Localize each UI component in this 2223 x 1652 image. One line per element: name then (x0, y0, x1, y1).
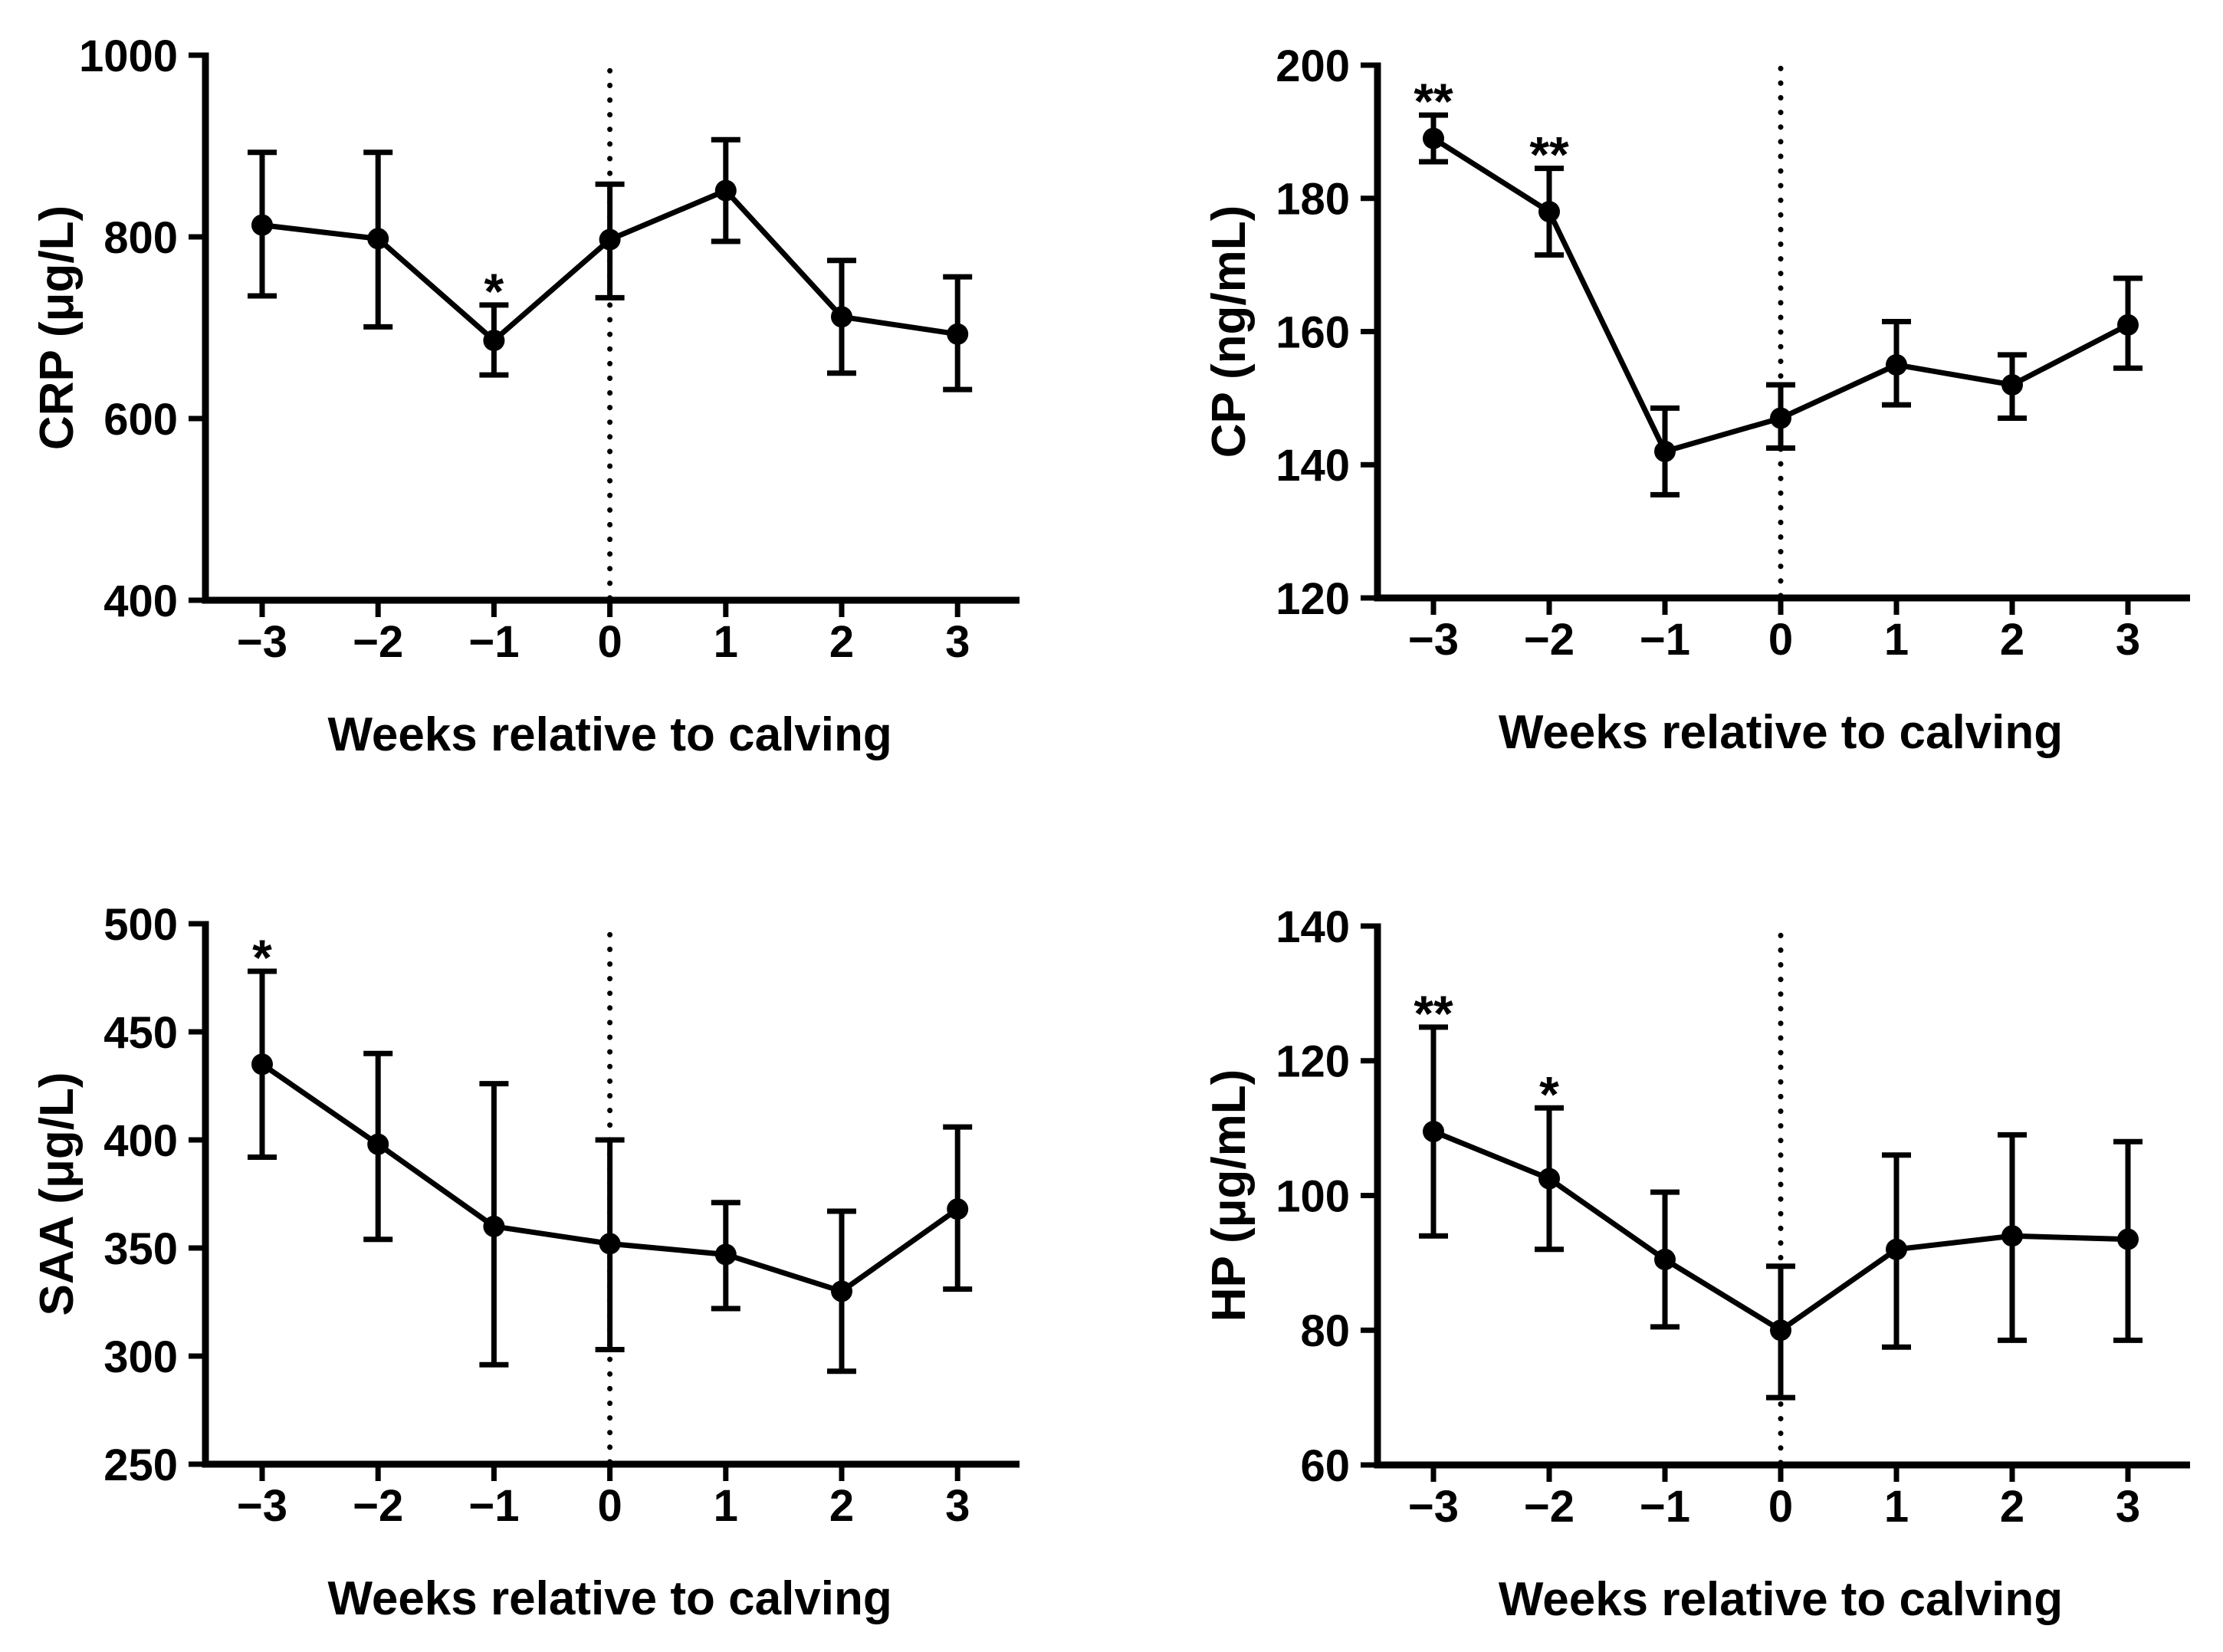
y-axis-label: CP (ng/mL) (1203, 205, 1256, 458)
x-tick-label: 2 (829, 617, 854, 667)
y-tick-label: 400 (103, 1116, 178, 1166)
data-point (1654, 440, 1676, 462)
y-axis-label: CRP (μg/L) (31, 205, 84, 450)
y-tick-label: 200 (1276, 41, 1350, 91)
y-tick-label: 1000 (79, 31, 178, 81)
x-axis-label: Weeks relative to calving (327, 1572, 891, 1625)
saa-chart: 250 300 350 400 450 500 SAA (μg/L) −3 −2 −1 0 1 2 3 We… (31, 900, 1020, 1625)
data-point (251, 214, 273, 236)
data-point (1423, 127, 1444, 149)
data-point (947, 323, 969, 345)
x-tick-label: 0 (1768, 615, 1793, 665)
y-tick-label: 600 (103, 395, 178, 445)
y-axis-label: SAA (μg/L) (31, 1072, 84, 1315)
data-point (2117, 1228, 2139, 1250)
x-tick-label: 2 (829, 1481, 854, 1531)
hp-chart: 60 80 100 120 140 HP (μg/mL) −3 −2 −1 0 1 2 3 Weeks r… (1203, 902, 2190, 1626)
y-tick-label: 400 (103, 576, 178, 626)
cp-chart: 120 140 160 180 200 CP (ng/mL) −3 −2 −1 0 1 2 3 Weeks… (1203, 41, 2190, 759)
data-point (251, 1053, 273, 1076)
x-tick-label: −1 (1640, 615, 1690, 665)
x-tick-label: 3 (2116, 615, 2140, 665)
significance-marker: ** (1414, 73, 1453, 130)
x-tick-label: −2 (353, 1481, 403, 1531)
data-point (599, 228, 621, 251)
data-point (483, 330, 505, 352)
y-tick-label: 140 (1276, 441, 1350, 491)
data-point (1423, 1121, 1444, 1143)
data-point (947, 1198, 969, 1220)
y-tick-label: 80 (1300, 1306, 1350, 1356)
y-tick-label: 350 (103, 1224, 178, 1274)
x-tick-label: 0 (597, 1481, 622, 1531)
data-point (1886, 353, 1907, 376)
data-point (1770, 1319, 1791, 1342)
x-tick-label: −3 (237, 617, 287, 667)
x-axis-label: Weeks relative to calving (1499, 1573, 2063, 1626)
x-tick-label: 1 (1884, 615, 1909, 665)
significance-marker: * (484, 263, 504, 320)
x-tick-label: 3 (945, 617, 970, 667)
x-tick-label: −3 (1408, 1482, 1459, 1532)
y-tick-label: 500 (103, 900, 178, 950)
y-tick-label: 60 (1300, 1441, 1350, 1491)
data-point (367, 1133, 389, 1155)
x-tick-label: −2 (1524, 615, 1574, 665)
data-point (2001, 1225, 2023, 1247)
data-point (2117, 314, 2139, 336)
y-tick-label: 160 (1276, 307, 1350, 357)
data-point (367, 228, 389, 250)
crp-chart: 400 600 800 1000 CRP (μg/L) −3 −2 −1 0 1 2 3 Weeks r… (31, 31, 1020, 761)
x-tick-label: 3 (945, 1481, 970, 1531)
significance-marker: * (1539, 1066, 1559, 1122)
x-tick-label: 3 (2116, 1482, 2140, 1532)
y-axis-label: HP (μg/mL) (1203, 1069, 1256, 1322)
significance-marker: ** (1414, 985, 1453, 1042)
y-tick-label: 140 (1276, 902, 1350, 952)
y-tick-label: 180 (1276, 175, 1350, 225)
data-point (1538, 1168, 1560, 1190)
y-tick-label: 250 (103, 1440, 178, 1490)
data-point (1770, 407, 1791, 429)
x-tick-label: −2 (353, 617, 403, 667)
x-tick-label: −1 (468, 1481, 519, 1531)
x-tick-label: 0 (597, 617, 622, 667)
y-tick-label: 450 (103, 1008, 178, 1058)
x-tick-label: 2 (2000, 615, 2024, 665)
x-tick-label: −3 (237, 1481, 287, 1531)
x-tick-label: −1 (1640, 1482, 1690, 1532)
x-axis-label: Weeks relative to calving (1499, 706, 2063, 759)
data-point (1886, 1238, 1907, 1260)
data-point (831, 306, 852, 328)
x-tick-label: 2 (2000, 1482, 2024, 1532)
data-point (483, 1215, 505, 1237)
x-tick-label: −1 (468, 617, 519, 667)
data-point (1654, 1248, 1676, 1270)
data-point (714, 179, 737, 202)
data-point (599, 1233, 621, 1255)
y-tick-label: 800 (103, 213, 178, 263)
y-tick-label: 120 (1276, 1037, 1350, 1087)
data-point (2001, 374, 2023, 396)
x-tick-label: −3 (1408, 615, 1459, 665)
x-tick-label: 1 (714, 617, 738, 667)
y-tick-label: 100 (1276, 1171, 1350, 1221)
y-tick-label: 300 (103, 1332, 178, 1382)
x-tick-label: 1 (714, 1481, 738, 1531)
data-point (831, 1280, 852, 1302)
data-point (1538, 201, 1560, 223)
y-tick-label: 120 (1276, 574, 1350, 624)
x-tick-label: 1 (1884, 1482, 1909, 1532)
significance-marker: * (252, 929, 272, 986)
x-tick-label: −2 (1524, 1482, 1574, 1532)
significance-marker: ** (1529, 126, 1569, 183)
x-tick-label: 0 (1768, 1482, 1793, 1532)
x-axis-label: Weeks relative to calving (327, 708, 891, 761)
data-point (714, 1243, 737, 1266)
